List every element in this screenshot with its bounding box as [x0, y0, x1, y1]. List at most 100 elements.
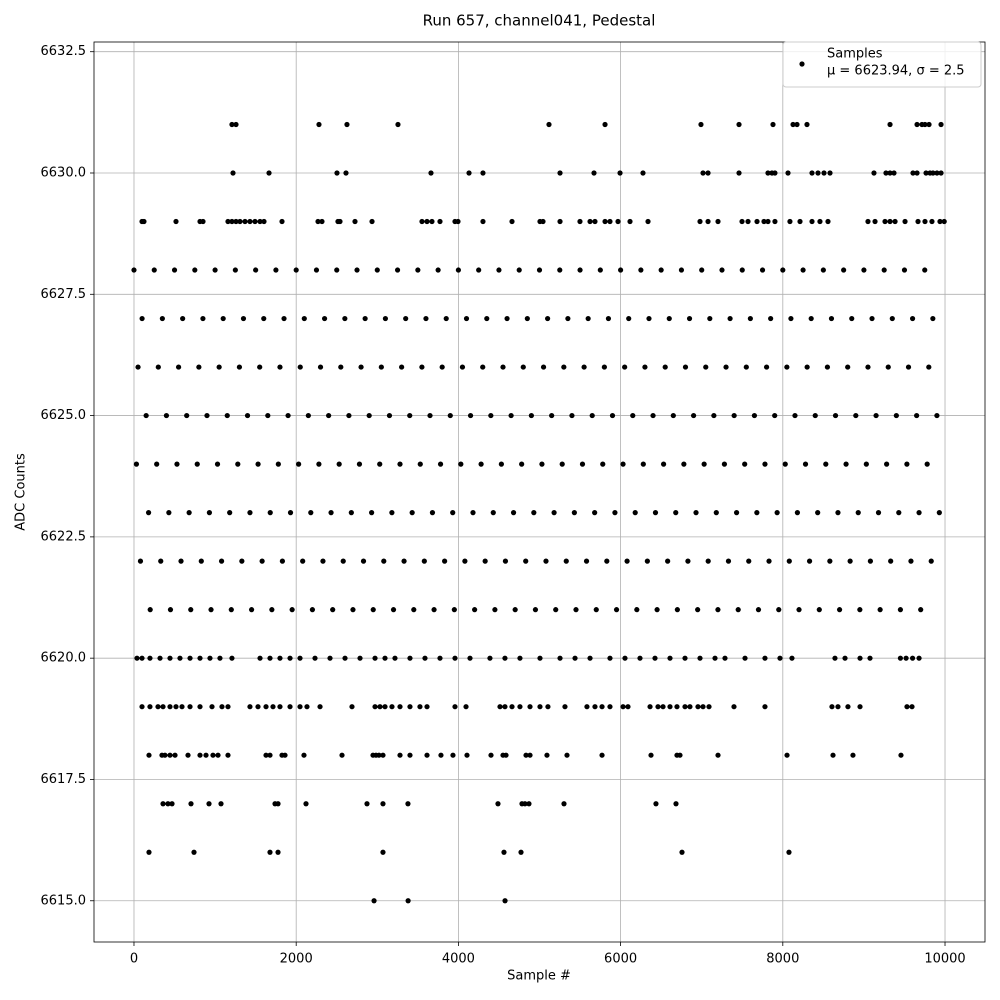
- data-point: [788, 315, 794, 322]
- data-point: [282, 752, 288, 758]
- data-point: [429, 218, 435, 225]
- data-point: [187, 704, 193, 710]
- data-point: [830, 752, 836, 758]
- data-point: [229, 121, 235, 128]
- data-point: [914, 412, 920, 419]
- data-point: [427, 412, 433, 419]
- data-point: [230, 170, 236, 176]
- data-point: [139, 315, 145, 322]
- data-point: [237, 218, 243, 225]
- data-point: [133, 461, 140, 467]
- data-point: [581, 364, 587, 370]
- data-point: [180, 315, 186, 322]
- data-point: [502, 655, 508, 661]
- data-point: [867, 655, 873, 661]
- data-point: [429, 510, 436, 516]
- data-point: [904, 704, 910, 710]
- data-point: [562, 704, 568, 710]
- data-point: [602, 121, 608, 128]
- data-point: [812, 412, 818, 419]
- data-point: [171, 267, 178, 273]
- data-point: [239, 558, 245, 564]
- data-point: [169, 801, 175, 807]
- data-point: [832, 655, 838, 661]
- data-point: [257, 655, 263, 661]
- data-point: [304, 704, 310, 710]
- data-point: [612, 510, 618, 516]
- data-point: [270, 704, 276, 710]
- data-point: [796, 607, 802, 613]
- data-point: [139, 704, 145, 710]
- data-point: [739, 267, 745, 273]
- data-point: [910, 170, 916, 176]
- data-point: [415, 267, 421, 273]
- data-point: [502, 558, 509, 564]
- data-point: [342, 315, 348, 322]
- data-point: [887, 218, 893, 225]
- data-point: [715, 218, 721, 225]
- data-point: [267, 752, 273, 758]
- data-point: [247, 704, 253, 710]
- data-point: [609, 412, 616, 419]
- data-point: [297, 704, 303, 710]
- data-point: [147, 607, 153, 613]
- data-point: [389, 704, 395, 710]
- data-point: [497, 704, 503, 710]
- data-point: [662, 364, 668, 370]
- data-point: [652, 510, 659, 516]
- data-point: [305, 412, 311, 419]
- data-point: [587, 655, 593, 661]
- data-point: [192, 267, 198, 273]
- data-point: [364, 801, 370, 807]
- data-point: [622, 364, 628, 370]
- data-point: [736, 170, 742, 176]
- points: [131, 121, 947, 904]
- data-point: [267, 510, 273, 516]
- data-point: [362, 315, 368, 322]
- data-point: [343, 170, 349, 176]
- data-point: [275, 461, 281, 467]
- data-point: [665, 558, 671, 564]
- data-point: [146, 752, 152, 758]
- data-point: [835, 510, 841, 516]
- data-point: [915, 218, 921, 225]
- data-point: [784, 364, 790, 370]
- legend-box: [782, 41, 982, 88]
- data-point: [197, 752, 203, 758]
- data-point: [762, 704, 768, 710]
- data-point: [275, 849, 281, 855]
- data-point: [850, 752, 856, 758]
- data-point: [424, 218, 430, 225]
- data-point: [916, 510, 922, 516]
- data-point: [492, 607, 498, 613]
- data-point: [451, 607, 457, 613]
- data-point: [891, 170, 897, 176]
- data-point: [670, 412, 676, 419]
- data-point: [374, 267, 380, 273]
- data-point: [620, 461, 626, 467]
- data-point: [346, 412, 352, 419]
- data-point: [293, 267, 299, 273]
- y-tick-label: 6615.0: [41, 893, 87, 908]
- data-point: [196, 364, 202, 370]
- data-point: [735, 607, 741, 613]
- data-point: [579, 461, 586, 467]
- data-point: [776, 607, 782, 613]
- data-point: [763, 364, 770, 370]
- data-point: [674, 607, 680, 613]
- data-point: [755, 607, 762, 613]
- data-point: [431, 607, 437, 613]
- data-point: [394, 267, 401, 273]
- data-point: [759, 267, 766, 273]
- data-point: [523, 752, 529, 758]
- data-point: [476, 267, 482, 273]
- data-point: [682, 704, 688, 710]
- data-point: [275, 801, 281, 807]
- data-point: [257, 218, 263, 225]
- data-point: [439, 364, 445, 370]
- data-point: [225, 218, 231, 225]
- data-point: [528, 412, 534, 419]
- data-point: [772, 170, 778, 176]
- data-point: [435, 267, 441, 273]
- data-point: [897, 655, 904, 661]
